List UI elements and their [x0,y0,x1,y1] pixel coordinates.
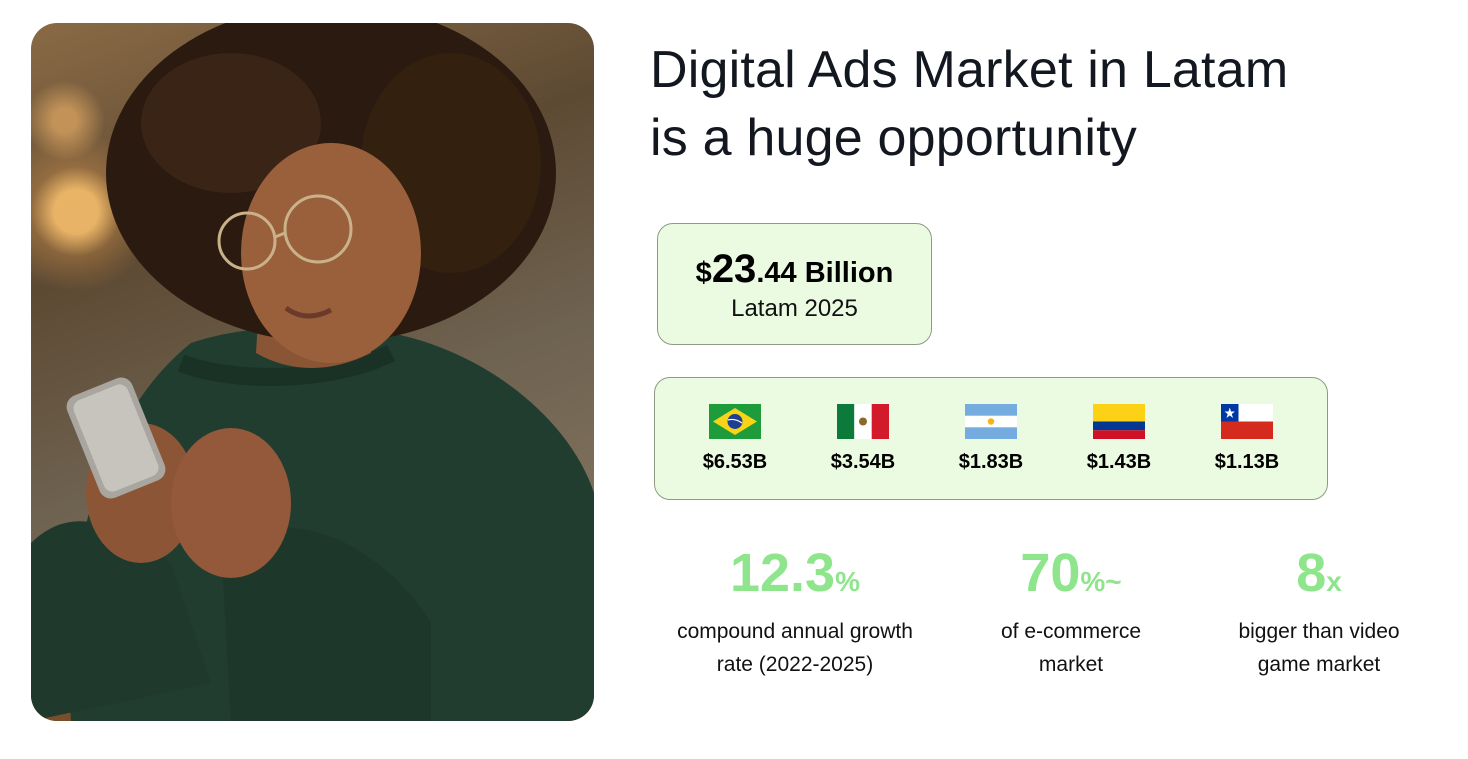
stat-label: bigger than video game market [1238,620,1400,676]
country-value: $1.43B [1086,451,1152,473]
stat-ecommerce-share: 70%~ of e-commerce market [972,540,1170,681]
brazil-flag-icon [709,404,761,439]
argentina-flag-icon [965,404,1017,439]
stat-cagr: 12.3% compound annual growth rate (2022-… [652,540,938,681]
country-value: $6.53B [702,451,768,473]
country-value: $1.13B [1214,451,1280,473]
country-chile: $1.13B [1192,378,1302,474]
title-line-2: is a huge opportunity [650,109,1137,167]
country-argentina: $1.83B [936,378,1046,474]
stat-number: 12.3% [652,540,938,615]
country-brazil: $6.53B [680,378,790,474]
total-decimal: .44 [756,257,797,289]
colombia-flag-icon [1093,404,1145,439]
total-whole: 23 [711,247,757,291]
mexico-flag-icon [837,404,889,439]
country-value: $3.54B [830,451,896,473]
stat-value: 70 [1020,543,1081,603]
page-title: Digital Ads Market in Latam is a huge op… [650,36,1430,172]
total-unit: Billion [804,257,894,289]
currency-symbol: $ [695,257,712,289]
total-market-card: $23.44 Billion Latam 2025 [657,223,932,345]
hero-photo [31,23,594,721]
country-mexico: $3.54B [808,378,918,474]
stat-label: of e-commerce market [1000,620,1142,676]
country-colombia: $1.43B [1064,378,1174,474]
title-line-1: Digital Ads Market in Latam [650,41,1289,99]
stat-label: compound annual growth rate (2022-2025) [677,620,913,676]
stat-suffix: %~ [1080,566,1122,597]
stat-number: 70%~ [972,540,1170,615]
stat-video-game-comparison: 8x bigger than video game market [1214,540,1424,681]
stat-value: 12.3 [729,543,836,603]
stat-suffix: % [835,566,860,597]
total-amount: $23.44 Billion [658,249,931,291]
country-value: $1.83B [958,451,1024,473]
woman-with-phone-illustration [31,23,594,721]
stat-number: 8x [1214,540,1424,615]
country-breakdown-card: $6.53B $3.54B $1.83B $1.43B [654,377,1328,500]
chile-flag-icon [1221,404,1273,439]
stat-value: 8 [1296,543,1327,603]
total-subtitle: Latam 2025 [731,295,858,322]
stat-suffix: x [1326,566,1342,597]
